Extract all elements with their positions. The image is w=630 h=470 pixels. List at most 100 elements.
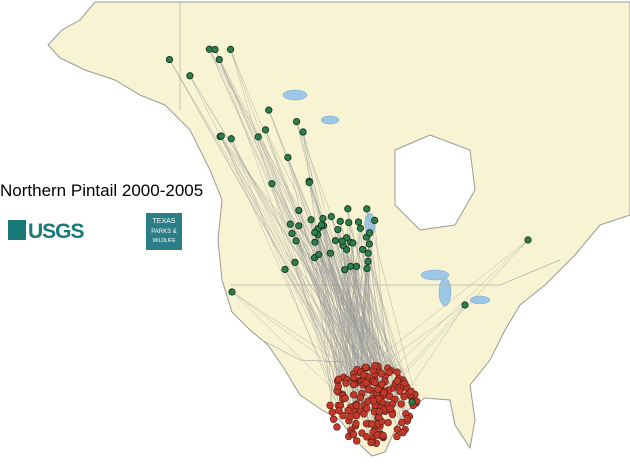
breeding-point — [254, 133, 262, 141]
track — [209, 49, 363, 394]
wintering-point — [359, 371, 368, 379]
breeding-point — [186, 72, 194, 80]
breeding-point — [364, 257, 372, 266]
tpwd-badge — [146, 213, 182, 250]
breeding-point — [268, 180, 276, 188]
wintering-point — [339, 411, 347, 420]
track — [230, 49, 340, 411]
track — [169, 59, 384, 437]
wintering-point — [333, 423, 341, 431]
breeding-point — [363, 264, 371, 273]
wintering-point — [329, 415, 338, 423]
wintering-point — [358, 429, 366, 437]
wintering-point — [352, 411, 361, 420]
wintering-point — [400, 393, 408, 401]
track — [336, 220, 375, 392]
breeding-point — [326, 249, 335, 257]
lakes — [282, 89, 491, 307]
breeding-point — [288, 229, 296, 238]
breeding-point — [352, 262, 361, 271]
usgs-text: USGS — [28, 220, 85, 243]
track — [287, 157, 344, 400]
track — [214, 49, 396, 400]
wintering-point — [334, 382, 342, 391]
track — [366, 208, 417, 402]
wintering-point — [328, 408, 337, 416]
wintering-point — [378, 380, 386, 388]
wintering-point — [385, 368, 393, 377]
breeding-point — [293, 117, 301, 126]
breeding-point — [524, 236, 532, 244]
wintering-point — [342, 379, 350, 387]
breeding-point — [281, 265, 289, 274]
points — [165, 45, 532, 447]
breeding-point — [227, 135, 235, 143]
breeding-point — [215, 55, 223, 64]
wintering-point — [352, 401, 360, 410]
breeding-point — [291, 258, 299, 266]
breeding-point — [311, 238, 319, 246]
breeding-point — [345, 218, 353, 227]
wintering-point — [403, 414, 411, 423]
breeding-point — [408, 398, 416, 406]
breeding-point — [265, 106, 273, 114]
track — [169, 59, 379, 424]
breeding-point — [165, 55, 174, 64]
breeding-point — [295, 206, 303, 215]
wintering-point — [380, 389, 388, 397]
lake — [420, 269, 450, 281]
wintering-point — [397, 400, 405, 408]
usgs-logo: USGS — [8, 220, 86, 243]
wintering-point — [352, 419, 360, 428]
track — [369, 232, 392, 371]
breeding-point — [211, 45, 219, 54]
wintering-point — [386, 404, 394, 413]
track — [302, 131, 380, 401]
breeding-point — [261, 126, 270, 134]
wintering-point — [368, 420, 376, 428]
breeding-point — [371, 216, 379, 225]
wintering-point — [396, 387, 404, 395]
breeding-point — [228, 288, 236, 296]
breeding-point — [461, 301, 469, 309]
breeding-point — [354, 218, 363, 226]
breeding-point — [311, 228, 319, 237]
breeding-point — [365, 229, 374, 237]
track — [271, 183, 405, 397]
lake — [320, 115, 340, 125]
track — [380, 239, 529, 401]
track — [352, 239, 529, 408]
breeding-point — [349, 239, 357, 247]
wintering-point — [384, 418, 392, 427]
wintering-point — [363, 404, 371, 413]
wintering-point — [379, 431, 387, 440]
track — [323, 225, 398, 386]
wintering-point — [356, 394, 365, 402]
track — [221, 135, 354, 435]
track — [403, 304, 466, 397]
track — [338, 208, 368, 387]
wintering-point — [334, 375, 343, 384]
wintering-point — [377, 369, 386, 378]
wintering-point — [398, 418, 406, 427]
breeding-point — [356, 224, 364, 232]
wintering-point — [326, 401, 334, 410]
hudson-bay — [394, 134, 476, 231]
track — [189, 75, 374, 382]
wintering-point — [349, 380, 358, 389]
wintering-point — [341, 394, 349, 402]
track — [309, 182, 376, 366]
wintering-point — [367, 438, 375, 447]
track — [360, 239, 529, 373]
breeding-point — [295, 222, 303, 230]
tpwd-text: WILDLIFE — [152, 238, 176, 244]
usgs-mark — [8, 220, 26, 240]
track — [219, 59, 393, 413]
tpwd-logo: TEXAS PARKS & WILDLIFE — [146, 213, 182, 250]
track — [221, 135, 412, 392]
track — [189, 75, 406, 430]
track — [231, 138, 340, 411]
wintering-point — [349, 391, 358, 399]
wintering-point — [401, 379, 409, 388]
